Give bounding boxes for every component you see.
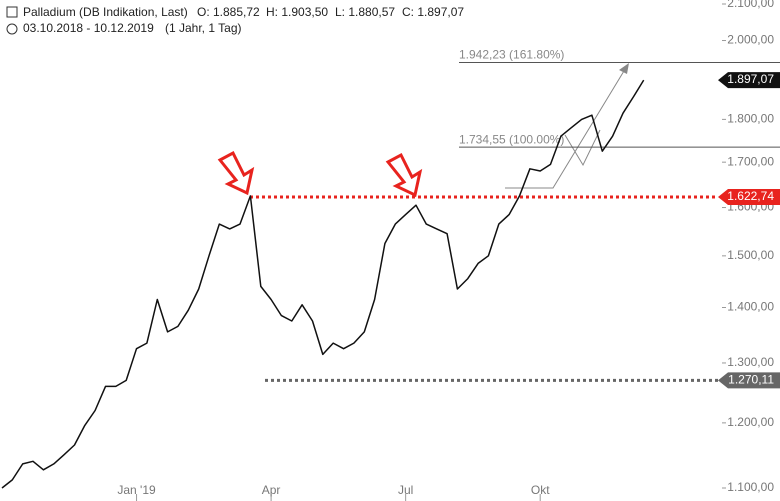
chart-title: Palladium (DB Indikation, Last) xyxy=(23,5,188,19)
y-tick-label: 2.100,00 xyxy=(727,0,774,10)
arrow-head xyxy=(619,63,629,74)
red-arrow xyxy=(217,150,255,196)
chart-icon xyxy=(6,6,18,18)
level-tag xyxy=(718,372,780,389)
y-tick-label: 2.000,00 xyxy=(727,33,774,47)
x-tick-label: Jan '19 xyxy=(117,483,156,497)
header: Palladium (DB Indikation, Last) O: 1.885… xyxy=(6,5,464,35)
ohlc-label: H: 1.903,50 xyxy=(266,5,328,19)
x-tick-label: Apr xyxy=(262,483,281,497)
y-tick-label: 1.400,00 xyxy=(727,300,774,314)
y-tick-label: 1.500,00 xyxy=(727,248,774,262)
y-tick-label: 1.200,00 xyxy=(727,415,774,429)
y-tick-label: 1.700,00 xyxy=(727,154,774,168)
annotation-arrows xyxy=(217,63,629,198)
level-label: 1.270,11 xyxy=(728,373,774,387)
price-line xyxy=(1,79,645,489)
period: 03.10.2018 - 10.12.2019 xyxy=(23,21,154,35)
period-note: (1 Jahr, 1 Tag) xyxy=(165,21,242,35)
y-tick-label: 1.100,00 xyxy=(727,480,774,494)
ohlc-label: L: 1.880,57 xyxy=(335,5,395,19)
y-tick-label: 1.800,00 xyxy=(727,112,774,126)
level-label: 1.622,74 xyxy=(727,189,774,203)
fib-line xyxy=(505,65,628,189)
y-tick-label: 1.300,00 xyxy=(727,355,774,369)
red-arrow xyxy=(385,152,423,198)
fib-line xyxy=(564,129,601,167)
fib-label: 1.734,55 (100.00%) xyxy=(459,132,564,146)
x-tick-label: Jul xyxy=(398,483,413,497)
last-price-label: 1.897,07 xyxy=(727,72,774,86)
level-tag xyxy=(718,188,780,205)
x-tick-label: Okt xyxy=(531,483,550,497)
ohlc-label: O: 1.885,72 xyxy=(197,5,260,19)
ohlc-label: C: 1.897,07 xyxy=(402,5,464,19)
clock-icon xyxy=(6,23,18,35)
last-price-tag xyxy=(718,72,780,89)
fib-label: 1.942,23 (161.80%) xyxy=(459,48,564,62)
